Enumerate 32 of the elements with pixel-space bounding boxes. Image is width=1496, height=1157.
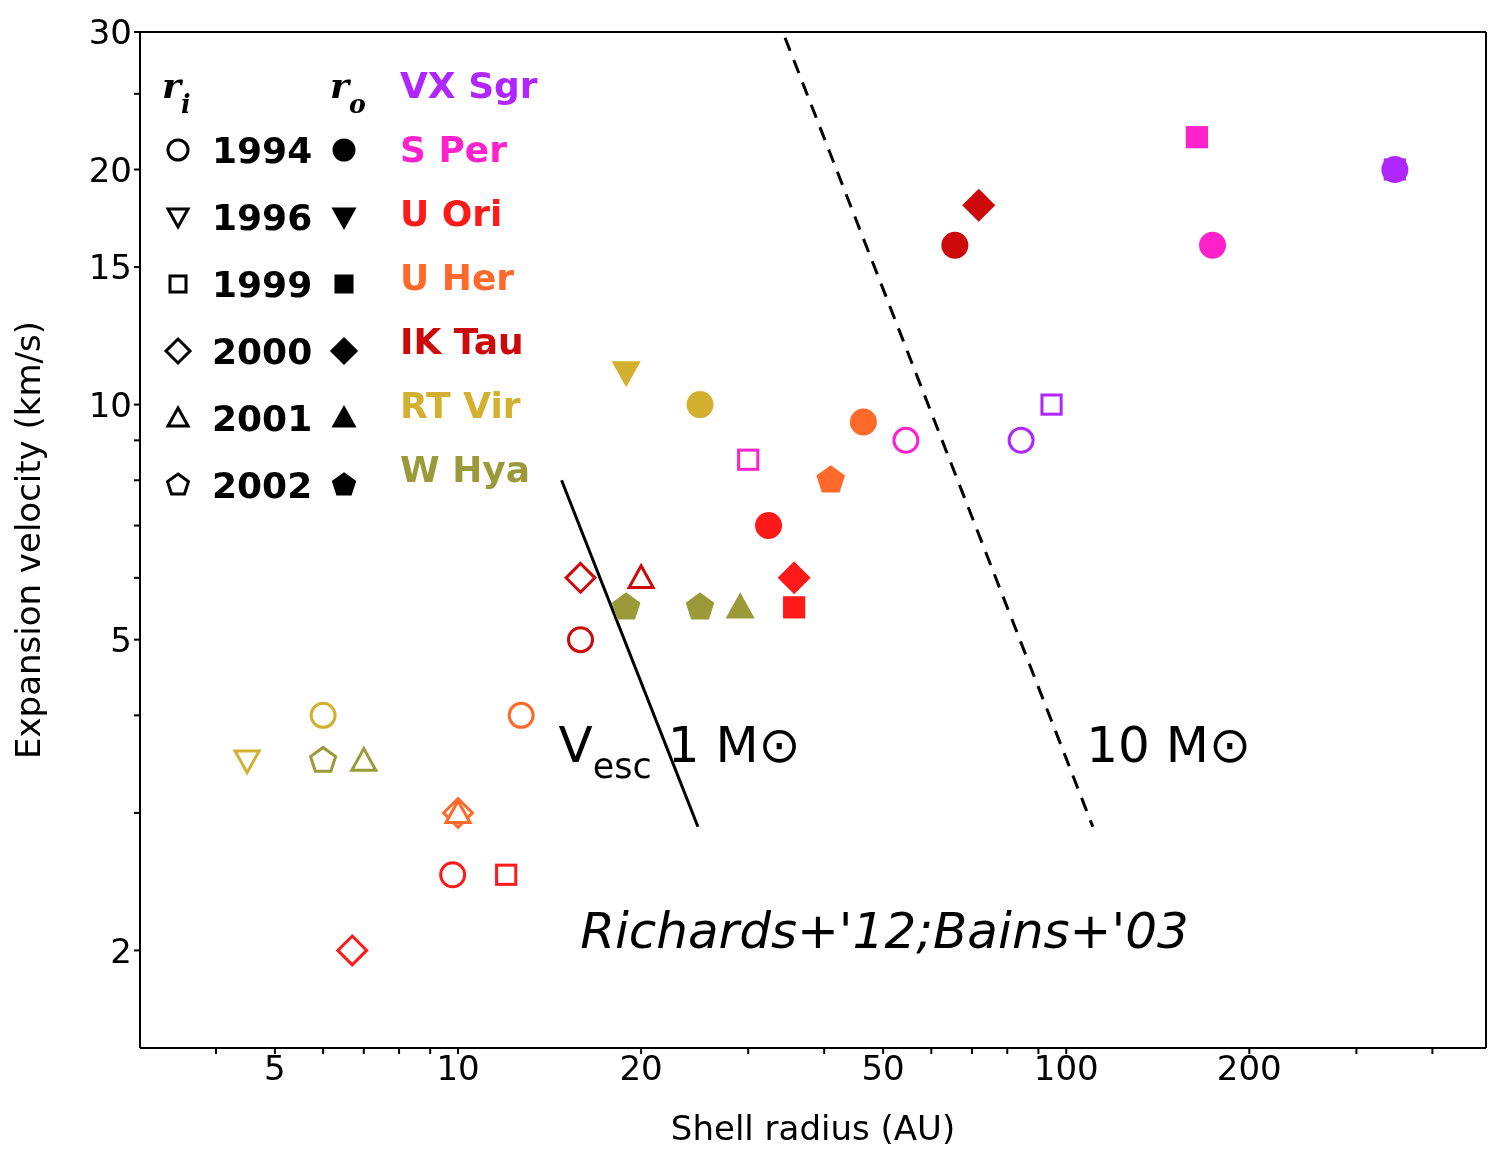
x-tick-label: 50 xyxy=(861,1048,905,1089)
x-tick-label: 10 xyxy=(436,1048,480,1089)
x-tick-label: 5 xyxy=(264,1048,286,1089)
y-tick-label: 15 xyxy=(88,247,132,288)
annotation: r$_{i}$ xyxy=(162,64,191,119)
annotation: r$_{o}$ xyxy=(330,64,366,119)
legend-label: 1994 xyxy=(212,130,313,171)
legend-label: 2000 xyxy=(212,331,313,372)
y-tick-label: 2 xyxy=(110,930,132,971)
legend-label: 2001 xyxy=(212,398,313,439)
text: VX Sgr xyxy=(400,65,538,106)
y-tick-label: 30 xyxy=(88,12,132,53)
text: U Her xyxy=(400,257,515,298)
text: IK Tau xyxy=(400,321,524,362)
x-tick-label: 200 xyxy=(1216,1048,1282,1089)
text: U Ori xyxy=(400,193,503,234)
text: S Per xyxy=(400,129,508,170)
annotation: 10 M⊙ xyxy=(1086,715,1251,774)
text: W Hya xyxy=(400,449,531,490)
y-axis-title: Expansion velocity (km/s) xyxy=(8,320,49,760)
legend-label: 1999 xyxy=(212,264,313,305)
x-axis-title: Shell radius (AU) xyxy=(670,1108,956,1148)
legend-label: 2002 xyxy=(212,465,313,506)
y-tick-label: 5 xyxy=(110,619,132,660)
y-tick-label: 20 xyxy=(88,149,132,190)
text: RT Vir xyxy=(400,385,521,426)
y-tick-label: 10 xyxy=(88,384,132,425)
annotation: V$_{esc}$ 1 M⊙ xyxy=(558,715,801,787)
legend-label: 1996 xyxy=(212,197,313,238)
annotation: Richards+'12;Bains+'03 xyxy=(580,901,1189,960)
x-tick-label: 100 xyxy=(1033,1048,1099,1089)
x-tick-label: 20 xyxy=(619,1048,663,1089)
